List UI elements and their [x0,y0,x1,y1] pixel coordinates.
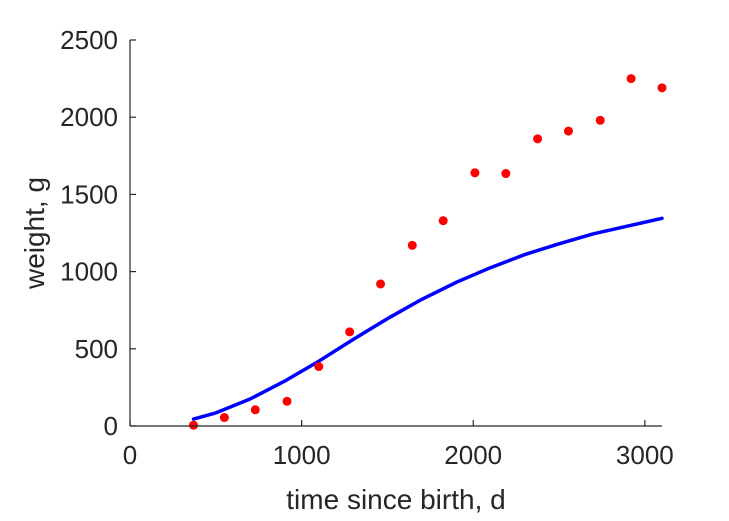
data-point [438,216,448,226]
fit-curve-line [191,216,664,421]
data-point [595,115,605,125]
y-tick-label: 1000 [60,257,118,287]
data-point [533,134,543,144]
y-tick-label: 0 [104,411,118,441]
data-point [501,169,511,179]
data-point [657,83,667,93]
y-axis-title: weight, g [19,177,50,290]
data-point [188,420,198,430]
data-point [470,168,480,178]
data-point [250,405,260,415]
axes [129,40,662,427]
data-point [314,362,324,372]
x-tick-label: 1000 [273,440,331,470]
y-tick-label: 500 [75,334,118,364]
data-point [282,396,292,406]
data-point [407,240,417,250]
x-tick-label: 2000 [444,440,502,470]
data-point [563,126,573,136]
y-tick-label: 2000 [60,102,118,132]
ticks: 0 1000 2000 3000 0 500 1000 1500 2000 2500 [60,25,674,470]
plot-area [188,74,667,430]
data-point [345,327,355,337]
y-tick-label: 2500 [60,25,118,55]
data-point [376,279,386,289]
data-point [626,74,636,84]
y-tick-label: 1500 [60,179,118,209]
x-axis-title: time since birth, d [286,484,505,515]
data-point [219,413,229,423]
x-tick-label: 3000 [616,440,674,470]
x-tick-label: 0 [123,440,137,470]
